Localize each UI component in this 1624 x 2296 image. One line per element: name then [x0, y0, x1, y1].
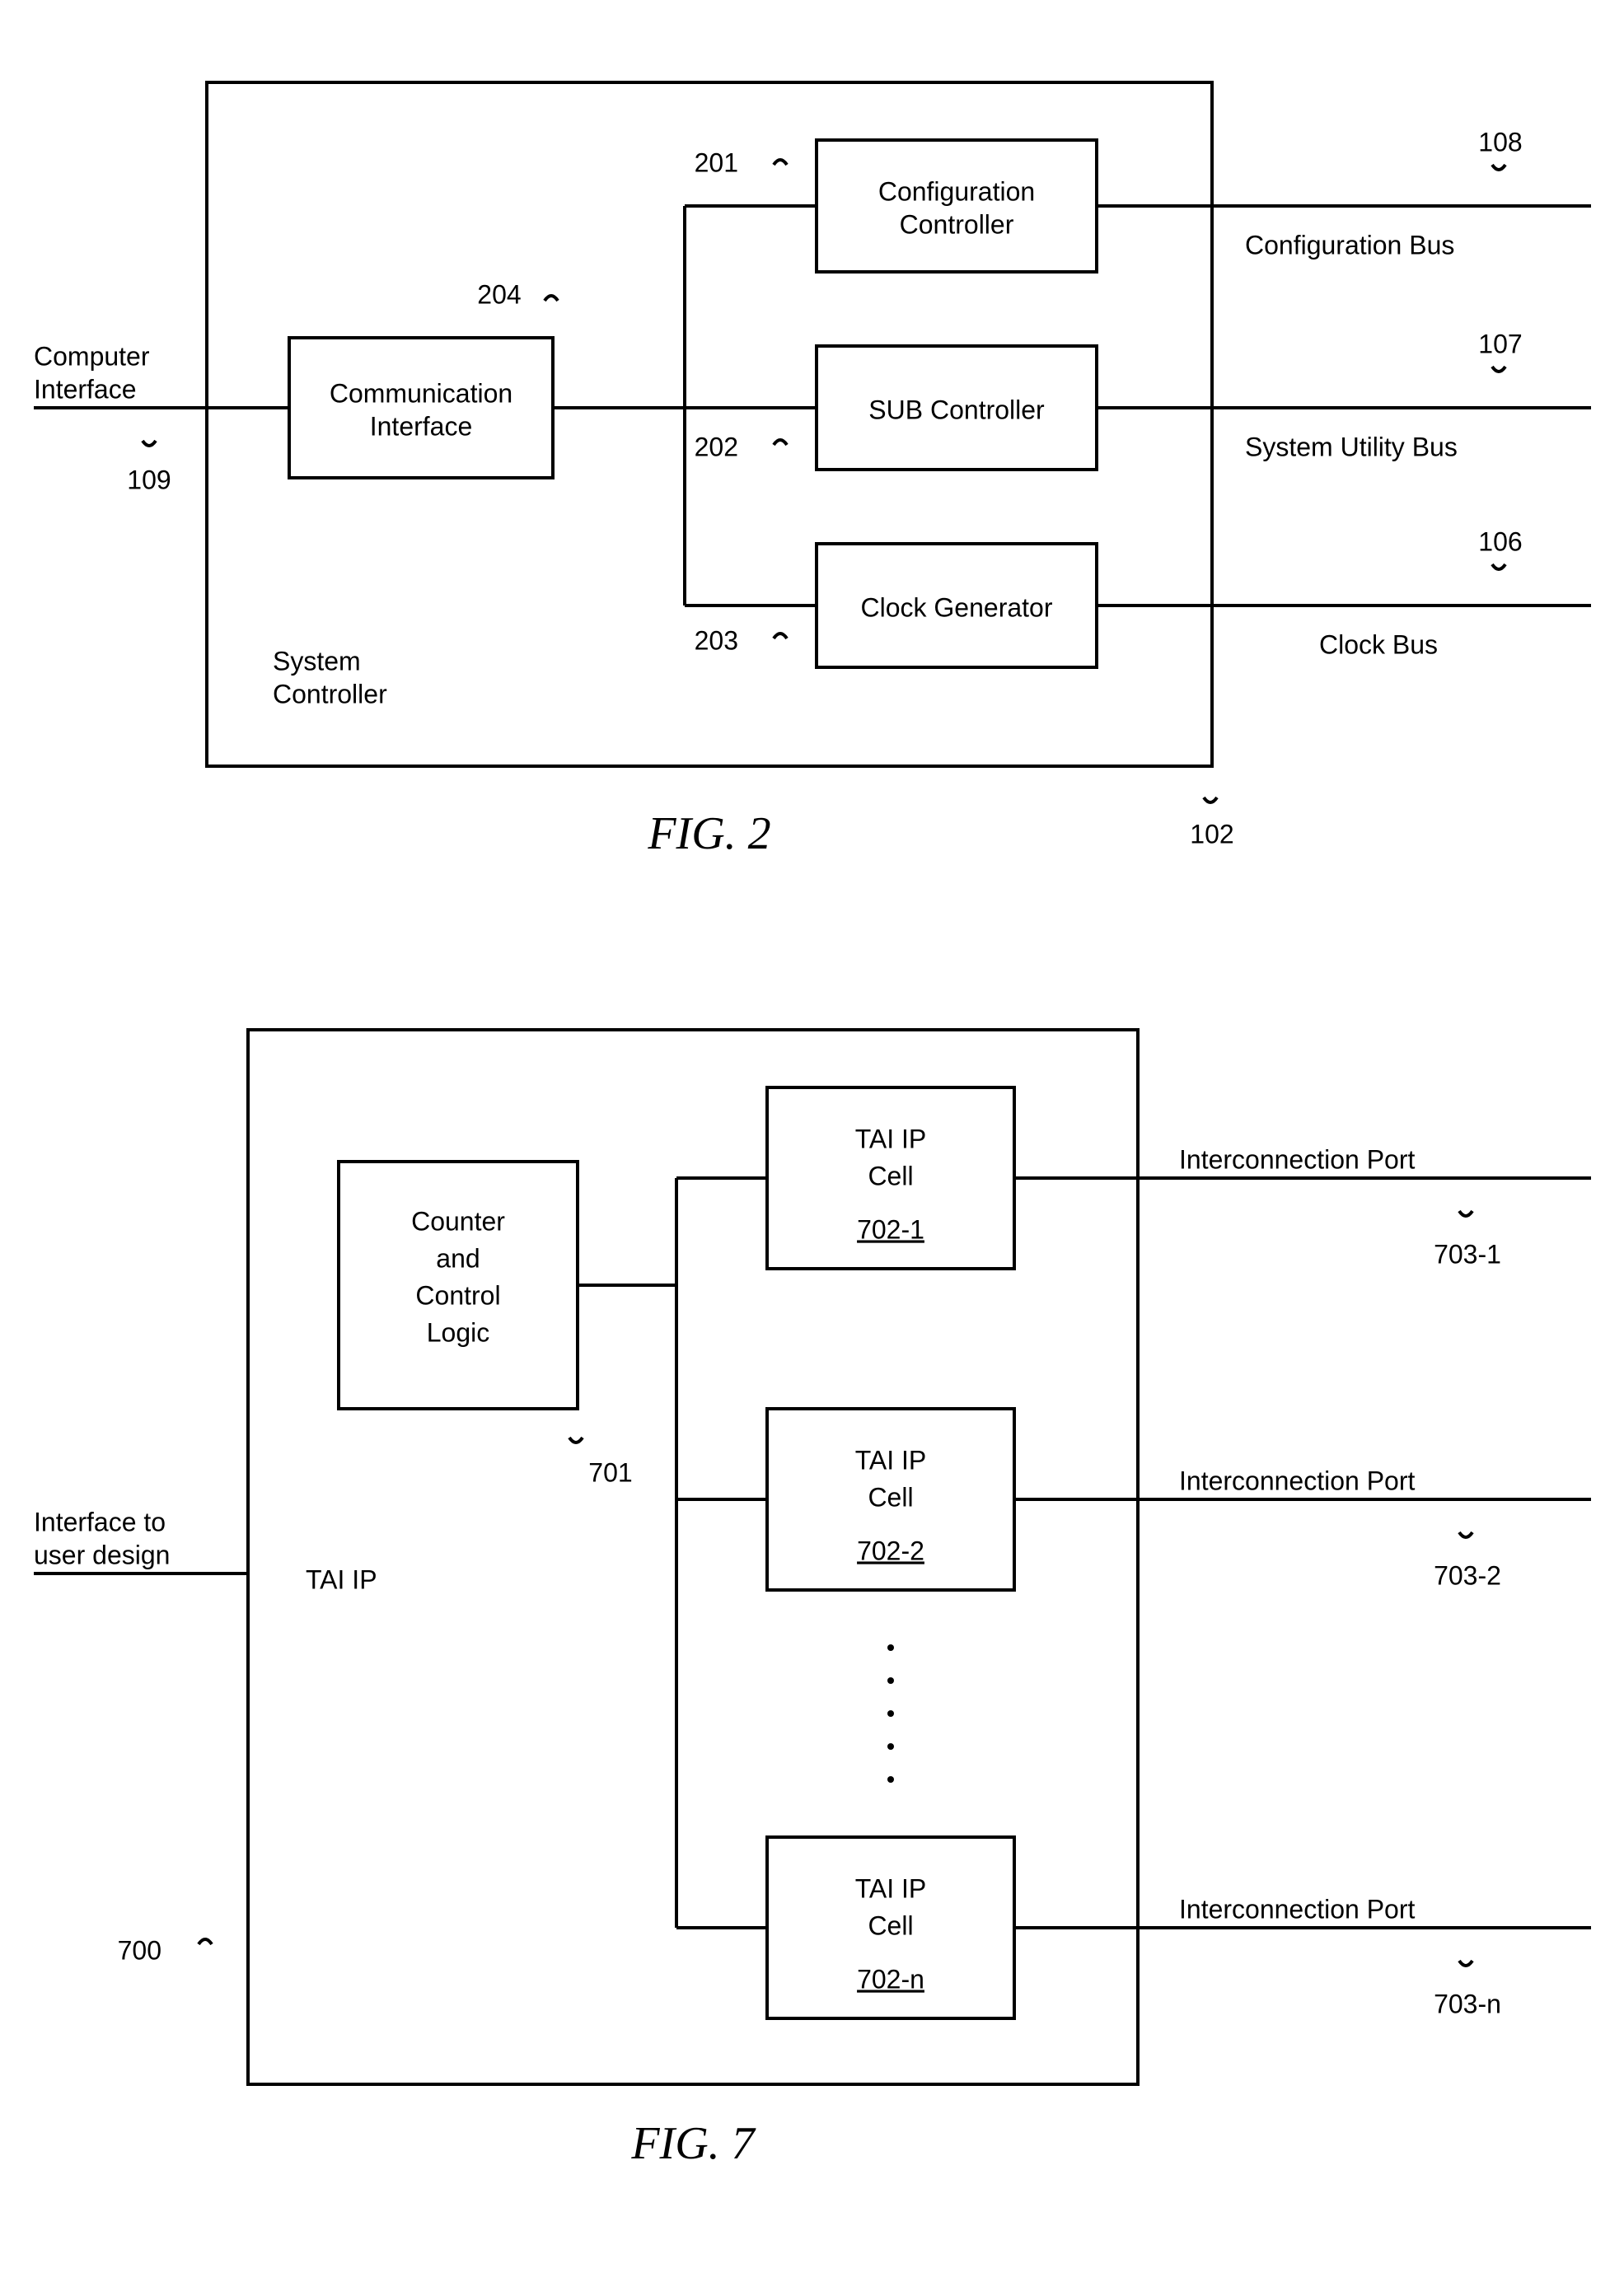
ref-703-n: 703-n: [1434, 1989, 1501, 2018]
cell-n-l1: TAI IP: [854, 1873, 926, 1903]
interface-to-user-design-label-2: user design: [34, 1540, 170, 1569]
configuration-bus-label: Configuration Bus: [1245, 230, 1454, 260]
cell-2-ref: 702-2: [857, 1536, 924, 1565]
system-utility-bus-label: System Utility Bus: [1245, 432, 1458, 461]
port-n-label: Interconnection Port: [1179, 1894, 1416, 1924]
ref-202: 202: [694, 432, 737, 461]
ref-106: 106: [1478, 526, 1522, 556]
counter-text-4: Logic: [426, 1317, 489, 1347]
system-controller-label-2: Controller: [273, 679, 387, 708]
ref-201: 201: [694, 147, 737, 177]
clock-bus-label: Clock Bus: [1319, 629, 1438, 659]
ref-109: 109: [127, 465, 171, 494]
counter-text-1: Counter: [411, 1206, 505, 1236]
cell-1-l2: Cell: [868, 1161, 913, 1190]
ref-700: 700: [117, 1935, 161, 1965]
tai-ip-label: TAI IP: [306, 1564, 377, 1594]
fig-2-title: FIG. 2: [647, 808, 770, 859]
config-controller-text-2: Controller: [899, 209, 1013, 239]
ref-203: 203: [694, 625, 737, 655]
diagram-container: Computer Interface 109 Communication Int…: [34, 33, 1591, 2175]
cell-2-l1: TAI IP: [854, 1445, 926, 1475]
port-1-label: Interconnection Port: [1179, 1144, 1416, 1174]
figure-7: Interface to user design TAI IP 700 Coun…: [34, 997, 1591, 2175]
ref-102: 102: [1190, 819, 1233, 849]
cell-1-ref: 702-1: [857, 1214, 924, 1244]
ref-204: 204: [477, 279, 521, 309]
interface-to-user-design-label-1: Interface to: [34, 1507, 166, 1536]
computer-interface-label-2: Interface: [34, 374, 137, 404]
ref-703-2: 703-2: [1434, 1560, 1501, 1590]
communication-interface-text-1: Communication: [329, 378, 512, 408]
cell-2-l2: Cell: [868, 1482, 913, 1512]
computer-interface-label: Computer: [34, 341, 150, 371]
cell-1-l1: TAI IP: [854, 1124, 926, 1153]
communication-interface-text-2: Interface: [369, 411, 472, 441]
figure-2: Computer Interface 109 Communication Int…: [34, 33, 1591, 898]
ref-108: 108: [1478, 127, 1522, 157]
clock-generator-text: Clock Generator: [860, 592, 1052, 622]
cell-n-ref: 702-n: [857, 1964, 924, 1994]
cell-n-l2: Cell: [868, 1910, 913, 1940]
ref-107: 107: [1478, 329, 1522, 358]
system-controller-label-1: System: [273, 646, 361, 676]
counter-text-3: Control: [415, 1280, 500, 1310]
ref-703-1: 703-1: [1434, 1239, 1501, 1269]
port-2-label: Interconnection Port: [1179, 1466, 1416, 1495]
config-controller-text-1: Configuration: [878, 176, 1034, 206]
fig-7-title: FIG. 7: [630, 2118, 756, 2169]
sub-controller-text: SUB Controller: [868, 395, 1045, 424]
ref-701: 701: [588, 1457, 632, 1487]
counter-text-2: and: [436, 1243, 480, 1273]
